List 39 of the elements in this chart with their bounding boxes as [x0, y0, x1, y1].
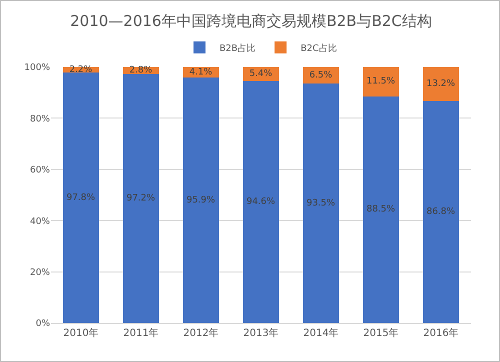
bar — [63, 72, 99, 323]
x-tick-label: 2015年 — [363, 327, 399, 339]
y-tick-label: 100% — [24, 63, 50, 74]
data-label: 86.8% — [426, 206, 456, 217]
y-tick-label: 40% — [30, 216, 50, 227]
bar — [183, 78, 219, 323]
chart-title: 2010—2016年中国跨境电商交易规模B2B与B2C结构 — [70, 12, 432, 30]
bar — [123, 74, 159, 323]
bar — [363, 96, 399, 323]
data-label: 93.5% — [306, 198, 336, 208]
y-tick-label: 80% — [30, 114, 50, 124]
data-label: 95.9% — [186, 195, 216, 206]
data-label: 11.5% — [366, 76, 396, 87]
bar — [303, 84, 339, 323]
y-tick-label: 0% — [36, 319, 50, 330]
legend-label: B2B占比 — [220, 42, 256, 54]
data-label: 2.2% — [69, 64, 93, 75]
x-tick-label: 2014年 — [303, 327, 339, 339]
bar — [423, 67, 459, 101]
x-tick-label: 2013年 — [243, 327, 279, 339]
data-label: 97.2% — [126, 194, 156, 204]
data-label: 6.5% — [309, 70, 333, 80]
data-label: 97.8% — [66, 192, 96, 203]
data-label: 88.5% — [366, 204, 396, 215]
bar — [423, 100, 459, 323]
x-tick-label: 2016年 — [423, 327, 459, 339]
y-tick-label: 60% — [30, 166, 50, 176]
x-tick-label: 2010年 — [63, 327, 99, 339]
data-label: 13.2% — [426, 78, 456, 89]
bar — [243, 80, 279, 323]
data-label: 2.8% — [129, 66, 153, 76]
data-label: 4.1% — [189, 67, 213, 78]
y-tick-label: 20% — [30, 268, 50, 278]
bar — [363, 67, 399, 96]
x-tick-label: 2011年 — [123, 327, 159, 339]
data-label: 5.4% — [249, 68, 273, 79]
legend-label: B2C占比 — [300, 42, 337, 54]
data-label: 94.6% — [246, 196, 276, 207]
x-tick-label: 2012年 — [183, 327, 219, 339]
